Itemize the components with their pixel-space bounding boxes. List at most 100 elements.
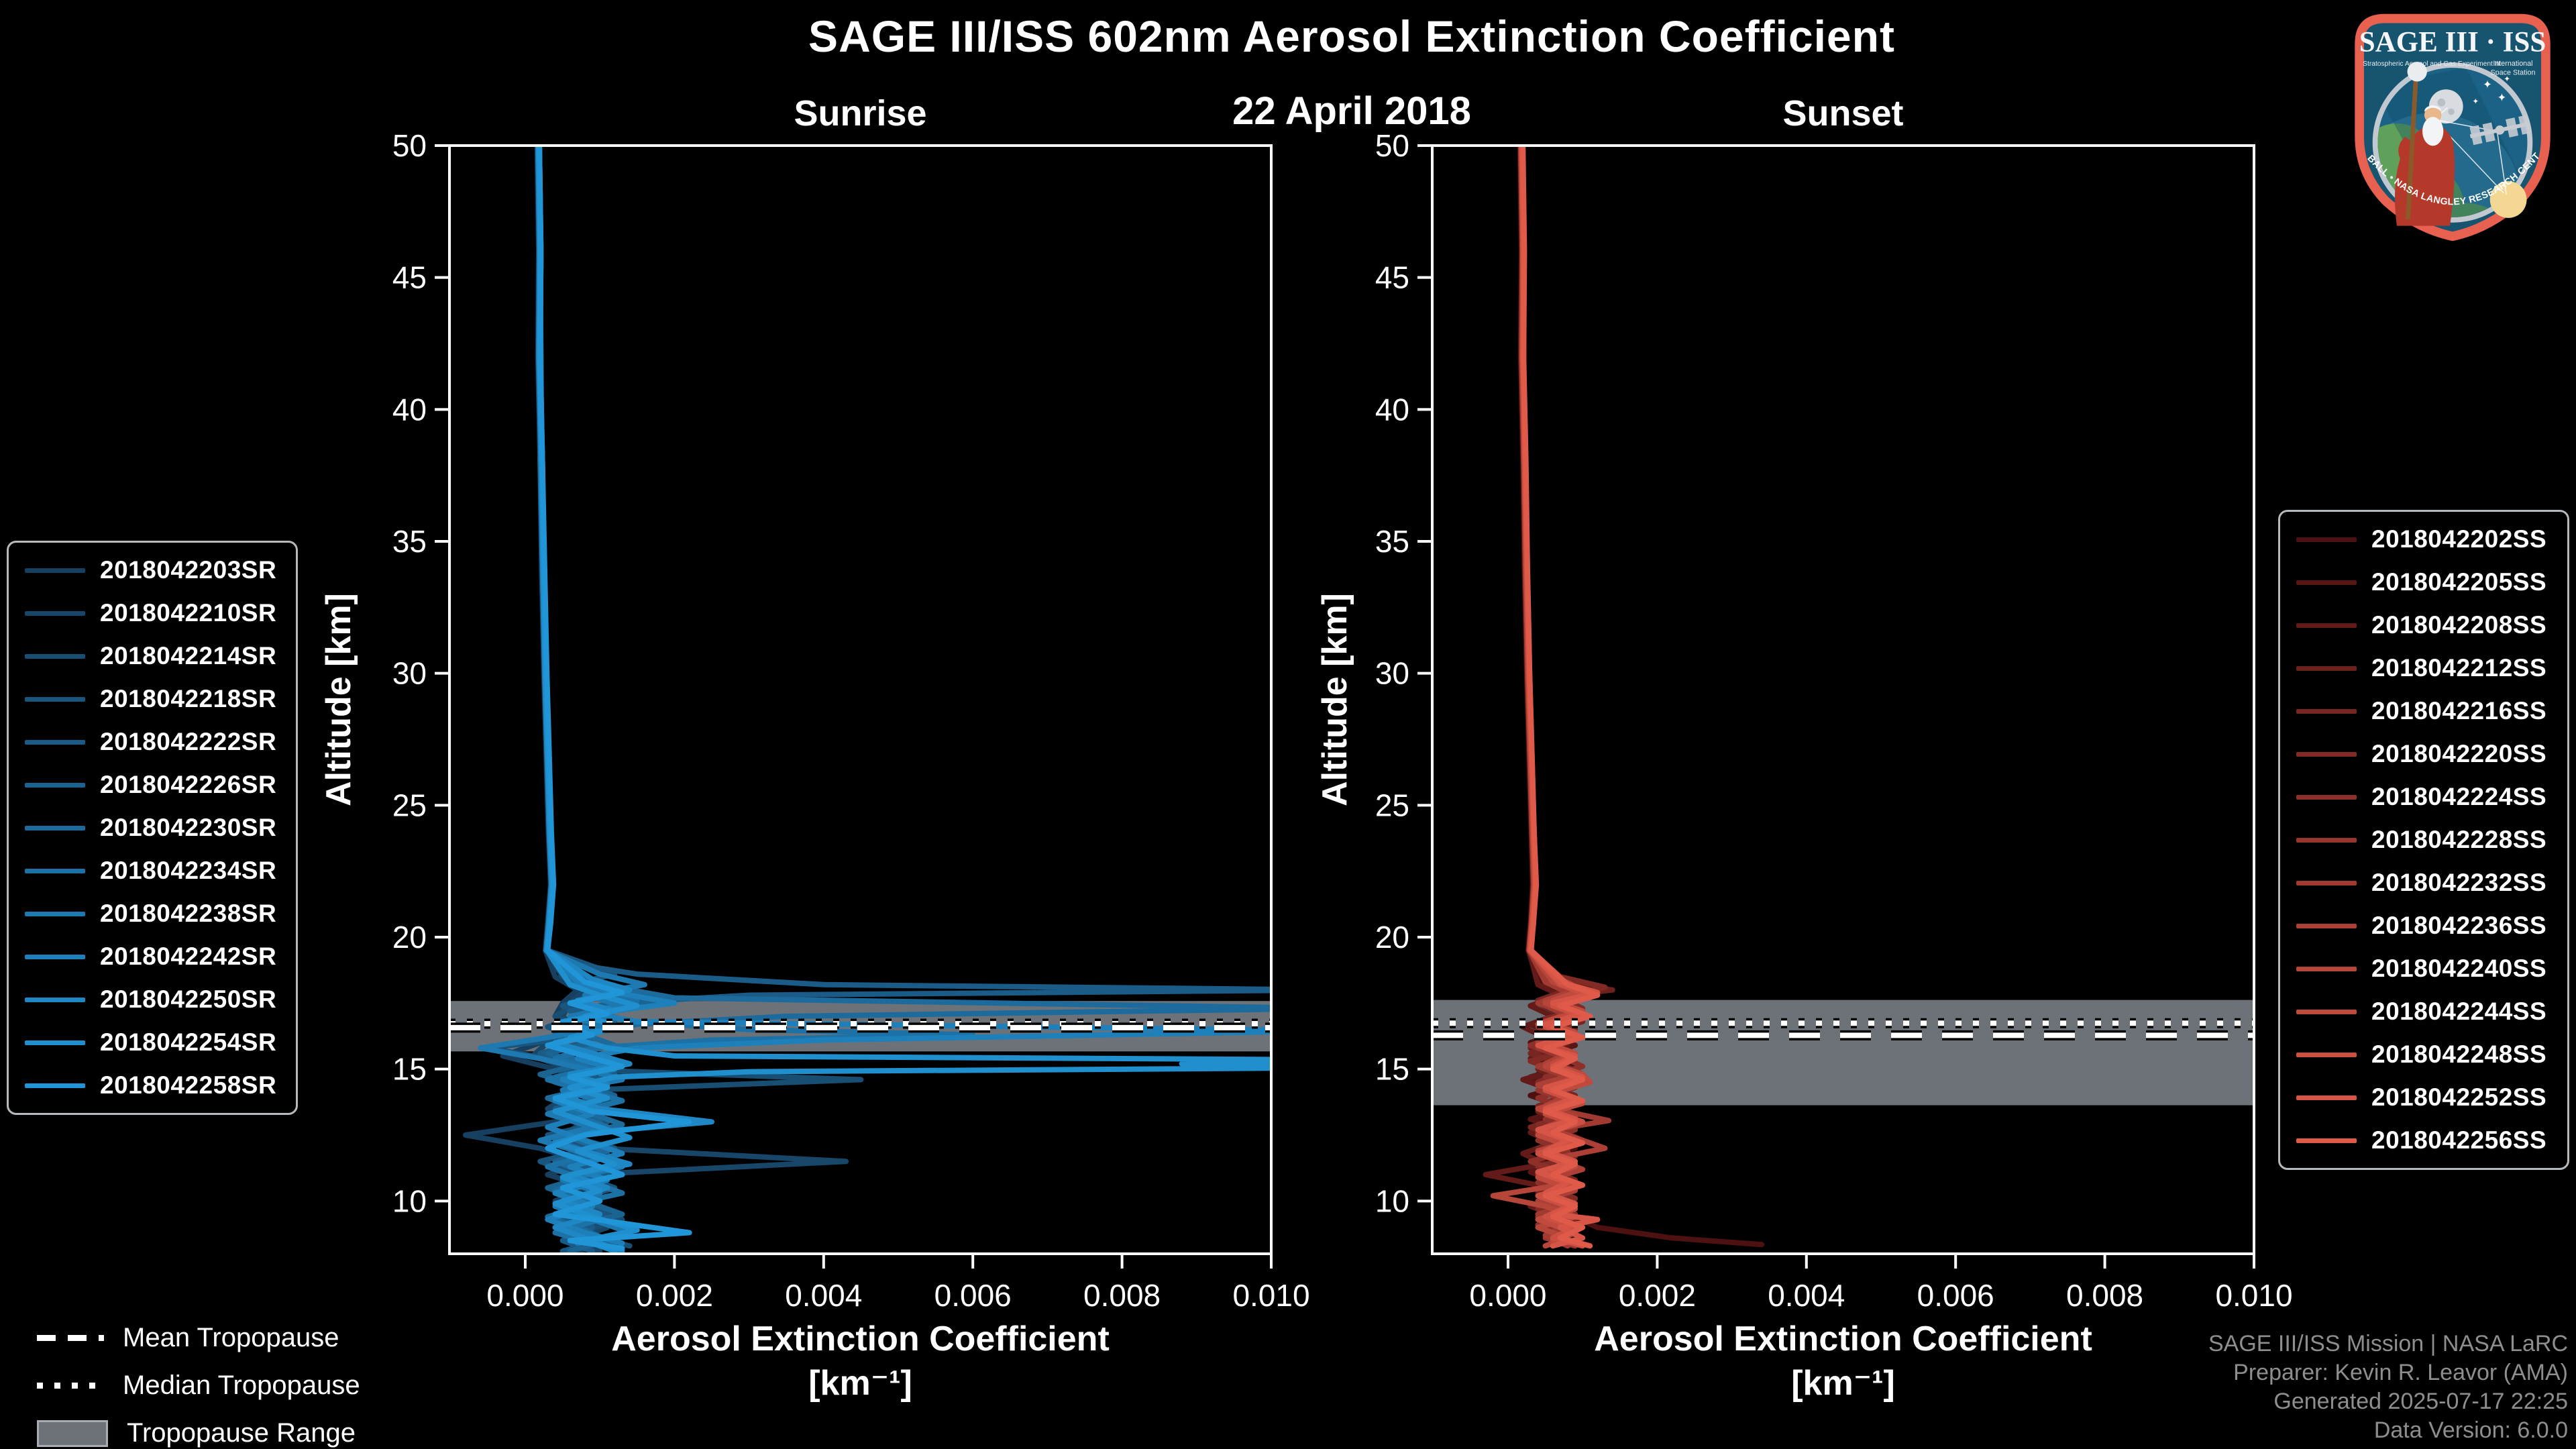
legend-line-swatch: [2296, 794, 2357, 800]
legend-line-swatch: [2296, 966, 2357, 971]
x-tick-label: 0.006: [934, 1278, 1012, 1313]
legend-item-2018042242SR: 2018042242SR: [25, 943, 280, 971]
svg-text:✦: ✦: [2497, 91, 2506, 104]
y-tick-label: 15: [1375, 1052, 1409, 1087]
legend-label: 2018042252SS: [2371, 1083, 2547, 1111]
y-tick-label: 50: [1375, 128, 1409, 163]
legend-label: 2018042218SR: [100, 685, 277, 712]
legend-item-2018042230SR: 2018042230SR: [25, 814, 280, 842]
legend-item-2018042234SR: 2018042234SR: [25, 857, 280, 885]
mean-tropopause-label: Mean Tropopause: [123, 1323, 339, 1352]
legend-line-swatch: [25, 868, 85, 873]
sunrise-x-axis-label: Aerosol Extinction Coefficient: [611, 1320, 1110, 1358]
profile-lines: [1483, 146, 1765, 1249]
legend-line-swatch: [25, 1040, 85, 1045]
profile-2018042242SR: [536, 146, 1271, 1246]
legend-label: 2018042244SS: [2371, 998, 2547, 1025]
legend-label: 2018042230SR: [100, 814, 277, 841]
legend-item-2018042258SR: 2018042258SR: [25, 1071, 280, 1099]
sunrise-panel-title: Sunrise: [794, 93, 927, 133]
legend-label: 2018042242SR: [100, 943, 277, 970]
attribution-mission: SAGE III/ISS Mission | NASA LaRC: [2208, 1331, 2568, 1356]
legend-label: 2018042202SS: [2371, 525, 2547, 553]
legend-line-swatch: [2296, 537, 2357, 542]
page-title: SAGE III/ISS 602nm Aerosol Extinction Co…: [808, 11, 1895, 61]
sunrise-x-axis-units: [km⁻¹]: [808, 1364, 912, 1403]
dashed-line-swatch: [37, 1335, 104, 1341]
legend-item-2018042212SS: 2018042212SS: [2296, 654, 2551, 682]
y-tick-label: 35: [392, 524, 427, 559]
legend-line-swatch: [25, 610, 85, 616]
legend-line-swatch: [2296, 837, 2357, 843]
y-tick-label: 25: [392, 788, 427, 822]
legend-label: 2018042216SS: [2371, 697, 2547, 724]
legend-item-2018042202SS: 2018042202SS: [2296, 525, 2551, 553]
profile-2018042258SR: [537, 146, 692, 1252]
legend-item-2018042210SR: 2018042210SR: [25, 599, 280, 627]
profile-2018042256SS: [1520, 146, 1601, 1249]
attribution-text: SAGE III/ISS Mission | NASA LaRC Prepare…: [2208, 1330, 2568, 1445]
legend-line-swatch: [2296, 1052, 2357, 1057]
sunset-x-axis-units: [km⁻¹]: [1791, 1364, 1895, 1403]
legend-line-swatch: [2296, 665, 2357, 671]
y-tick-label: 10: [392, 1183, 427, 1218]
moon-crater: [2437, 98, 2446, 107]
legend-label: 2018042224SS: [2371, 783, 2547, 810]
x-tick-label: 0.010: [2215, 1278, 2292, 1313]
legend-label: 2018042250SR: [100, 985, 277, 1013]
legend-line-swatch: [25, 568, 85, 573]
legend-line-swatch: [25, 739, 85, 745]
legend-line-swatch: [2296, 580, 2357, 585]
x-tick-label: 0.000: [486, 1278, 564, 1313]
legend-item-2018042214SR: 2018042214SR: [25, 642, 280, 670]
legend-label: 2018042236SS: [2371, 912, 2547, 939]
legend-item-2018042236SS: 2018042236SS: [2296, 912, 2551, 940]
legend-label: 2018042258SR: [100, 1071, 277, 1099]
y-tick-label: 25: [1375, 788, 1409, 822]
legend-item-2018042224SS: 2018042224SS: [2296, 783, 2551, 811]
median-tropopause-label: Median Tropopause: [123, 1371, 360, 1400]
y-tick-label: 45: [392, 260, 427, 295]
legend-item-2018042205SS: 2018042205SS: [2296, 568, 2551, 596]
legend-line-swatch: [2296, 751, 2357, 757]
legend-item-2018042244SS: 2018042244SS: [2296, 998, 2551, 1026]
legend-label: 2018042205SS: [2371, 568, 2547, 596]
legend-label: 2018042208SS: [2371, 611, 2547, 639]
legend-item-tropopause-range: Tropopause Range: [37, 1418, 360, 1448]
y-tick-label: 45: [1375, 260, 1409, 295]
date-subtitle: 22 April 2018: [1232, 89, 1471, 133]
profile-lines: [463, 146, 1271, 1254]
legend-label: 2018042220SS: [2371, 740, 2547, 767]
legend-label: 2018042254SR: [100, 1028, 277, 1056]
sage-iii-iss-logo: ✦ ✦ ✦ ✦ SAGE III · ISS Stratospheric Aeroso…: [2334, 8, 2551, 241]
legend-label: 2018042240SS: [2371, 955, 2547, 982]
legend-line-swatch: [2296, 1095, 2357, 1100]
legend-label: 2018042256SS: [2371, 1126, 2547, 1154]
y-tick-label: 35: [1375, 524, 1409, 559]
x-tick-label: 0.004: [1768, 1278, 1845, 1313]
sunrise-y-axis-label: Altitude [km]: [319, 593, 358, 806]
y-tick-label: 15: [392, 1052, 427, 1087]
x-tick-label: 0.002: [636, 1278, 713, 1313]
legend-line-swatch: [2296, 1009, 2357, 1014]
sunset-x-axis-label: Aerosol Extinction Coefficient: [1594, 1320, 2092, 1358]
legend-item-2018042240SS: 2018042240SS: [2296, 955, 2551, 983]
legend-item-2018042208SS: 2018042208SS: [2296, 611, 2551, 639]
legend-line-swatch: [2296, 1138, 2357, 1143]
svg-text:✦: ✦: [2472, 97, 2479, 106]
logo-sage-figure: [2395, 62, 2455, 226]
logo-subtitle-space-station: Space Station: [2490, 69, 2535, 77]
legend-label: 2018042234SR: [100, 857, 277, 884]
sunset-legend: 2018042202SS 2018042205SS 2018042208SS 2018…: [2278, 510, 2569, 1170]
legend-item-2018042228SS: 2018042228SS: [2296, 826, 2551, 854]
x-tick-label: 0.004: [785, 1278, 862, 1313]
sunset-panel-title: Sunset: [1782, 93, 1904, 133]
legend-item-2018042218SR: 2018042218SR: [25, 685, 280, 713]
profile-2018042230SR: [537, 146, 1271, 1246]
legend-line-swatch: [2296, 880, 2357, 885]
legend-label: 2018042214SR: [100, 642, 277, 669]
logo-stars: ✦ ✦ ✦ ✦: [2472, 74, 2510, 106]
y-tick-label: 30: [1375, 656, 1409, 691]
logo-sun: [2489, 181, 2527, 218]
